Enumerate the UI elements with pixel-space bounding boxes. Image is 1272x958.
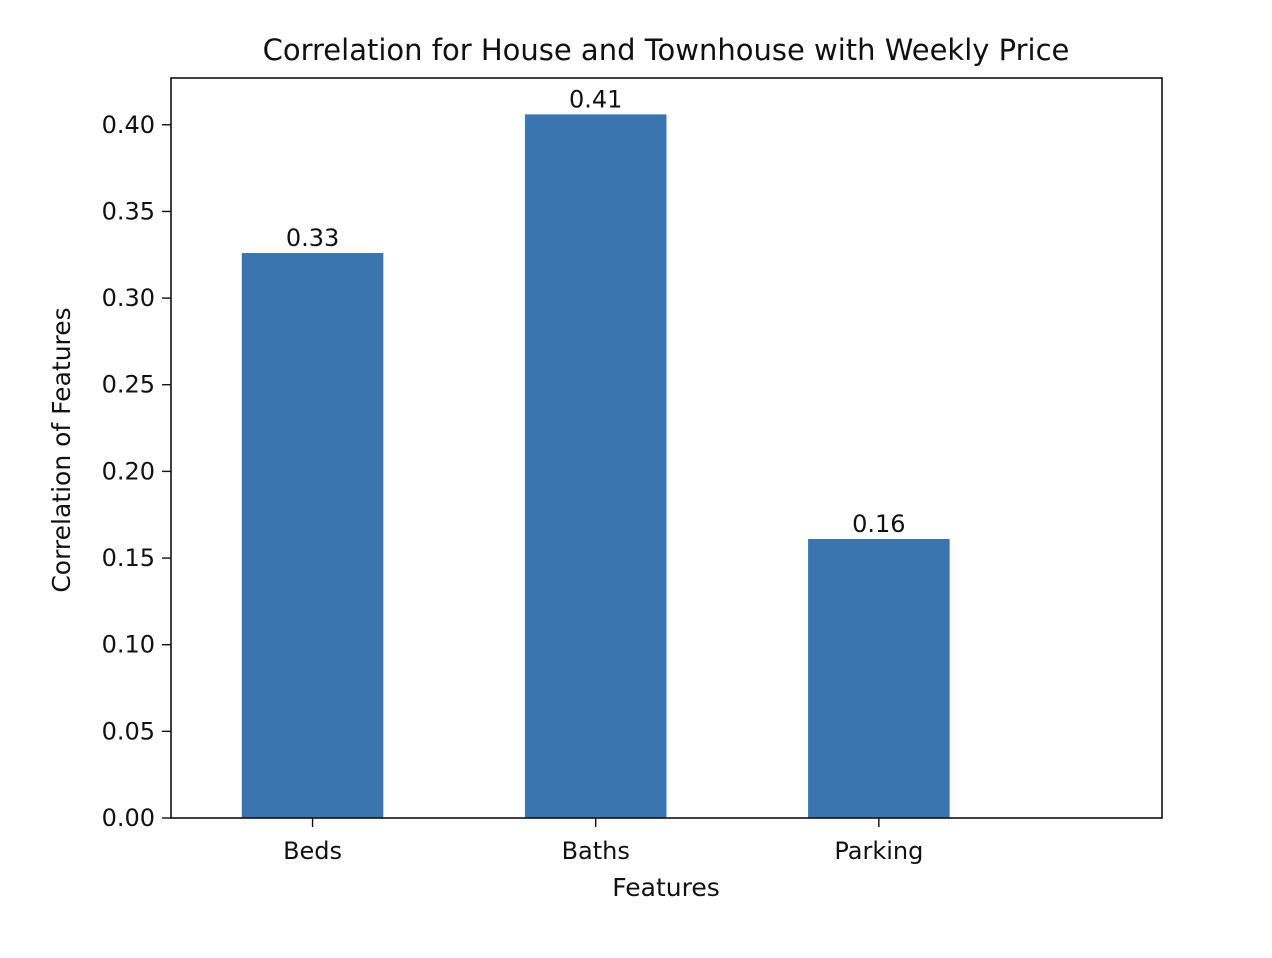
data-label-beds: 0.33 — [286, 224, 339, 252]
y-tick-label: 0.40 — [102, 111, 155, 139]
bar-parking — [808, 538, 950, 818]
data-label-baths: 0.41 — [569, 85, 622, 113]
y-tick-label: 0.30 — [102, 284, 155, 312]
data-labels: 0.33 0.41 0.16 — [286, 85, 906, 538]
data-label-parking: 0.16 — [852, 510, 905, 538]
y-tick-label: 0.05 — [102, 717, 155, 745]
chart-title: Correlation for House and Townhouse with… — [263, 33, 1070, 67]
x-tick-label-baths: Baths — [562, 837, 630, 865]
x-tick-label-parking: Parking — [834, 837, 923, 865]
y-axis-label: Correlation of Features — [47, 307, 76, 592]
x-axis-label: Features — [612, 873, 720, 902]
bar-beds — [241, 253, 384, 818]
y-axis-ticks: 0.00 0.05 0.10 0.15 0.20 0.25 0.30 0.35 0.40 — [102, 111, 171, 832]
plot-area-frame — [170, 77, 1163, 819]
y-tick-label: 0.35 — [102, 197, 155, 225]
y-tick-label: 0.15 — [102, 544, 155, 572]
y-tick-label: 0.10 — [102, 631, 155, 659]
y-tick-label: 0.25 — [102, 371, 155, 399]
x-tick-label-beds: Beds — [283, 837, 342, 865]
bars — [241, 114, 950, 819]
y-tick-label: 0.20 — [102, 457, 155, 485]
y-tick-label: 0.00 — [102, 804, 155, 832]
x-axis-ticks: Beds Baths Parking — [283, 818, 923, 865]
bar-baths — [524, 114, 667, 819]
